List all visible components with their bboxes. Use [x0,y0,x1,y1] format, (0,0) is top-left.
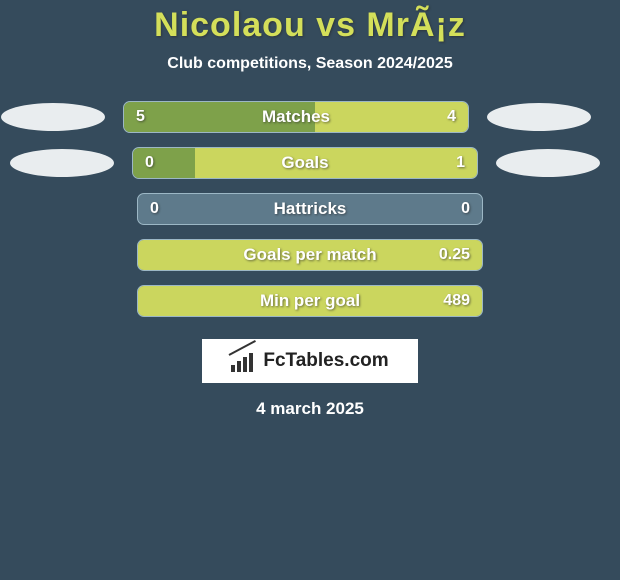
value-left: 0 [145,148,154,178]
stat-bar: 54Matches [123,101,469,133]
fill-right [138,286,482,316]
stat-bar: 0.25Goals per match [137,239,483,271]
fill-left [124,102,315,132]
stat-bar: 0 0Hattricks [137,193,483,225]
stat-row: 0.25Goals per match [0,239,620,271]
stat-row: 01Goals [0,147,620,179]
stat-row: 54Matches [0,101,620,133]
bar-chart-icon [231,350,255,372]
h2h-infographic: Nicolaou vs MrÃ¡z Club competitions, Sea… [0,0,620,580]
player-left-ellipse-icon [10,149,114,177]
page-title: Nicolaou vs MrÃ¡z [0,6,620,45]
stat-row: 489Min per goal [0,285,620,317]
stat-bar: 489Min per goal [137,285,483,317]
fill-right [195,148,477,178]
value-right: 1 [456,148,465,178]
value-left: 5 [136,102,145,132]
fill-right [138,240,482,270]
value-right: 489 [443,286,470,316]
player-right-ellipse-icon [487,103,591,131]
value-right: 0 [461,194,470,224]
player-left-ellipse-icon [1,103,105,131]
player-right-ellipse-icon [496,149,600,177]
value-right: 0.25 [439,240,470,270]
stat-label: Hattricks [138,194,482,224]
page-subtitle: Club competitions, Season 2024/2025 [0,55,620,73]
date-label: 4 march 2025 [0,399,620,419]
stat-row: 0 0Hattricks [0,193,620,225]
fill-left [133,148,195,178]
value-right: 4 [447,102,456,132]
stat-bar: 01Goals [132,147,478,179]
stat-rows: 54Matches01Goals00Hattricks0.25Goals per… [0,101,620,317]
logo-text: FcTables.com [263,350,388,372]
logo-box: FcTables.com [202,339,418,383]
fill-right [315,102,468,132]
value-left: 0 [150,194,159,224]
